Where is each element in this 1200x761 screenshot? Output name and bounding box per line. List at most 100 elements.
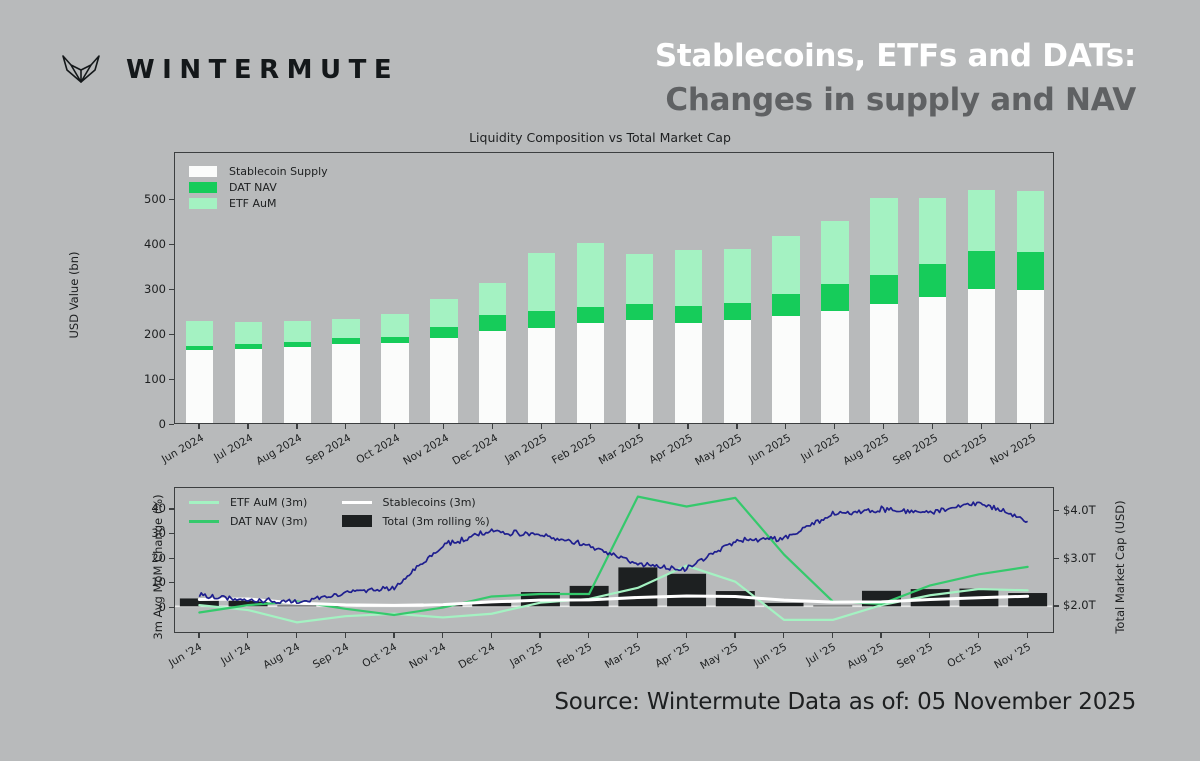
y-tick-mark-left	[169, 532, 174, 535]
y-tick-label-left: 10	[151, 575, 166, 590]
bar-column	[527, 253, 556, 423]
bar-column	[576, 243, 605, 423]
bar-segment-etf-aum	[381, 314, 409, 338]
bar-segment-etf-aum	[283, 321, 311, 343]
source-note: Source: Wintermute Data as of: 05 Novemb…	[554, 689, 1136, 715]
total-bar	[472, 602, 512, 607]
stablecoins-line	[197, 594, 1030, 607]
title-line-1: Stablecoins, ETFs and DATs:	[654, 38, 1136, 74]
x-tick-mark	[687, 424, 689, 429]
y-tick-mark	[169, 199, 174, 201]
bar-segment-dat-nav	[723, 302, 751, 321]
y-tick-label-left: 30	[151, 525, 166, 540]
y-tick-mark	[169, 289, 174, 291]
bar-column	[430, 299, 458, 423]
bar-segment-stablecoin	[723, 320, 751, 423]
legend-item-stablecoin-supply: Stablecoin Supply	[189, 163, 328, 179]
x-tick-mark	[882, 424, 885, 429]
bar-segment-etf-aum	[625, 254, 654, 305]
bar-segment-etf-aum	[234, 322, 263, 344]
x-tick-label: Jan '25	[508, 641, 546, 670]
y-tick-mark	[169, 379, 174, 381]
bar-column	[185, 321, 214, 423]
y-tick-mark-left	[169, 557, 174, 559]
bar-segment-stablecoin	[527, 327, 556, 423]
y-tick-mark-left	[169, 606, 174, 609]
x-tick-mark	[393, 633, 395, 638]
bar-column	[625, 254, 654, 423]
bar-segment-stablecoin	[674, 323, 703, 423]
x-tick-mark	[295, 633, 298, 638]
y-tick-label-left: 40	[151, 501, 166, 516]
bar-segment-etf-aum	[332, 318, 360, 338]
y-tick-mark-right	[1054, 605, 1059, 607]
top-chart-ylabel: USD Value (bn)	[67, 251, 81, 339]
bar-segment-stablecoin	[772, 315, 800, 423]
x-tick-mark	[491, 424, 494, 429]
bar-column	[332, 318, 360, 423]
etf-aum-line	[198, 564, 1029, 624]
bar-column	[919, 197, 947, 423]
x-tick-mark	[977, 633, 980, 638]
brand-logo: WINTERMUTE	[58, 50, 399, 90]
bar-column	[870, 197, 898, 423]
bar-segment-stablecoin	[185, 350, 214, 423]
bar-segment-dat-nav	[527, 310, 556, 328]
total-bar	[277, 605, 317, 607]
total-bar	[764, 602, 804, 607]
bar-segment-etf-aum	[1016, 191, 1045, 252]
bar-column	[723, 249, 751, 423]
bar-segment-etf-aum	[674, 250, 703, 307]
x-tick-mark	[247, 633, 249, 638]
bar-segment-stablecoin	[625, 320, 654, 423]
bar-segment-stablecoin	[821, 311, 849, 423]
legend-label: Total (3m rolling %)	[382, 514, 490, 528]
legend-label: ETF AuM	[229, 196, 277, 210]
legend-item-total-rolling: Total (3m rolling %)	[341, 513, 490, 529]
bar-segment-dat-nav	[185, 345, 214, 351]
bar-segment-dat-nav	[967, 250, 996, 290]
bar-segment-stablecoin	[1016, 289, 1045, 423]
y-tick-label: 100	[144, 372, 166, 386]
bottom-chart-legend: ETF AuM (3m) Stablecoins (3m) DAT NAV (3…	[189, 494, 490, 529]
x-tick-label: Oct '24	[360, 641, 400, 671]
y-tick-mark	[169, 334, 174, 336]
y-tick-label-left: 20	[151, 550, 166, 565]
top-chart-title: Liquidity Composition vs Total Market Ca…	[469, 130, 731, 145]
x-tick-mark	[929, 633, 931, 638]
bar-segment-dat-nav	[576, 307, 605, 324]
bar-segment-etf-aum	[479, 283, 507, 315]
x-tick-mark	[441, 633, 444, 638]
bar-segment-stablecoin	[234, 348, 263, 423]
bar-segment-stablecoin	[479, 331, 507, 423]
bar-segment-dat-nav	[234, 343, 263, 349]
x-tick-mark	[247, 424, 249, 429]
bottom-chart-series	[175, 495, 1052, 624]
x-tick-mark	[344, 633, 346, 638]
x-tick-mark	[931, 424, 934, 429]
bar-segment-dat-nav	[1016, 252, 1045, 290]
x-tick-mark	[1029, 424, 1031, 429]
legend-item-dat-nav: DAT NAV	[189, 179, 328, 195]
bar-segment-dat-nav	[919, 263, 947, 297]
bar-column	[479, 283, 507, 423]
x-tick-mark	[442, 424, 445, 429]
total-bar	[813, 605, 853, 607]
legend-swatch-icon	[189, 197, 217, 209]
x-tick-mark	[539, 633, 541, 638]
x-tick-mark	[785, 424, 787, 429]
bar-segment-dat-nav	[283, 342, 311, 347]
x-tick-mark	[736, 424, 738, 429]
y-tick-label-left: 0	[158, 599, 166, 614]
bar-column	[967, 189, 996, 423]
bar-segment-stablecoin	[967, 289, 996, 423]
legend-line-icon	[189, 519, 219, 523]
bottom-chart-right-ylabel: Total Market Cap (USD)	[1113, 500, 1127, 634]
x-tick-mark	[636, 633, 639, 638]
x-tick-mark	[685, 633, 687, 638]
y-tick-mark-left	[169, 508, 174, 510]
y-tick-label: 200	[144, 327, 166, 341]
legend-line-icon	[341, 500, 372, 504]
x-tick-mark	[198, 633, 200, 638]
bar-segment-stablecoin	[430, 338, 458, 423]
